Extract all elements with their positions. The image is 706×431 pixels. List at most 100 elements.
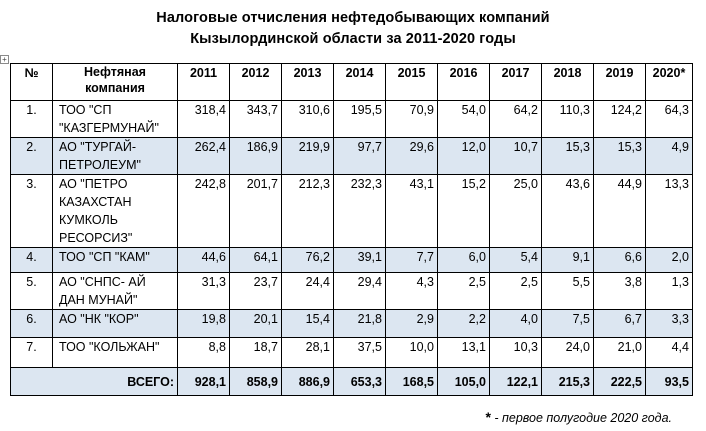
- value-cell: 39,1: [333, 247, 386, 273]
- value-cell: 2,0: [645, 247, 693, 273]
- value-cell: 13,3: [645, 174, 693, 248]
- move-handle-icon[interactable]: +: [0, 55, 9, 64]
- value-cell: 4,9: [645, 137, 693, 175]
- value-cell: 4,4: [645, 337, 693, 368]
- value-cell: 37,5: [333, 337, 386, 368]
- value-cell: 7,5: [541, 309, 594, 338]
- page-title-line-1: Налоговые отчисления нефтедобывающих ком…: [156, 10, 550, 26]
- value-cell: 6,7: [593, 309, 646, 338]
- header-year: 2018: [541, 63, 594, 101]
- header-year: 2012: [229, 63, 282, 101]
- header-year: 2014: [333, 63, 386, 101]
- value-cell: 29,4: [333, 272, 386, 310]
- value-cell: 2,9: [385, 309, 438, 338]
- value-cell: 5,5: [541, 272, 594, 310]
- value-cell: 10,0: [385, 337, 438, 368]
- value-cell: 64,3: [645, 100, 693, 138]
- value-cell: 76,2: [281, 247, 334, 273]
- total-value: 168,5: [385, 367, 438, 396]
- header-year: 2013: [281, 63, 334, 101]
- total-label: ВСЕГО:: [10, 367, 178, 396]
- value-cell: 25,0: [489, 174, 542, 248]
- value-cell: 318,4: [177, 100, 230, 138]
- footnote: * - первое полугодие 2020 года.: [485, 409, 672, 425]
- total-value: 858,9: [229, 367, 282, 396]
- header-year: 2019: [593, 63, 646, 101]
- value-cell: 212,3: [281, 174, 334, 248]
- value-cell: 6,0: [437, 247, 490, 273]
- value-cell: 29,6: [385, 137, 438, 175]
- value-cell: 44,9: [593, 174, 646, 248]
- value-cell: 3,8: [593, 272, 646, 310]
- value-cell: 64,2: [489, 100, 542, 138]
- value-cell: 3,3: [645, 309, 693, 338]
- header-year: 2016: [437, 63, 490, 101]
- value-cell: 186,9: [229, 137, 282, 175]
- value-cell: 70,9: [385, 100, 438, 138]
- value-cell: 20,1: [229, 309, 282, 338]
- value-cell: 7,7: [385, 247, 438, 273]
- table-row: 5. АО "СНПС- АЙ ДАН МУНАЙ" 31,3 23,7 24,…: [10, 272, 693, 310]
- value-cell: 2,2: [437, 309, 490, 338]
- value-cell: 13,1: [437, 337, 490, 368]
- value-cell: 2,5: [489, 272, 542, 310]
- company-name: ТОО "КОЛЬЖАН": [52, 337, 178, 368]
- value-cell: 54,0: [437, 100, 490, 138]
- value-cell: 9,1: [541, 247, 594, 273]
- value-cell: 232,3: [333, 174, 386, 248]
- value-cell: 21,0: [593, 337, 646, 368]
- header-year: 2011: [177, 63, 230, 101]
- value-cell: 43,1: [385, 174, 438, 248]
- value-cell: 242,8: [177, 174, 230, 248]
- row-index: 6.: [10, 309, 53, 338]
- table-row: 4. ТОО "СП "КАМ" 44,6 64,1 76,2 39,1 7,7…: [10, 247, 693, 273]
- value-cell: 124,2: [593, 100, 646, 138]
- header-company: Нефтяная компания: [52, 63, 178, 101]
- row-index: 1.: [10, 100, 53, 138]
- header-no: №: [10, 63, 53, 101]
- value-cell: 1,3: [645, 272, 693, 310]
- total-value: 886,9: [281, 367, 334, 396]
- value-cell: 97,7: [333, 137, 386, 175]
- company-name: АО "НК "КОР": [52, 309, 178, 338]
- company-name: АО "СНПС- АЙ ДАН МУНАЙ": [52, 272, 178, 310]
- header-year: 2015: [385, 63, 438, 101]
- total-value: 653,3: [333, 367, 386, 396]
- table-row: 7. ТОО "КОЛЬЖАН" 8,8 18,7 28,1 37,5 10,0…: [10, 337, 693, 368]
- value-cell: 343,7: [229, 100, 282, 138]
- total-value: 122,1: [489, 367, 542, 396]
- value-cell: 10,3: [489, 337, 542, 368]
- footnote-star: *: [485, 409, 491, 425]
- row-index: 7.: [10, 337, 53, 368]
- value-cell: 15,2: [437, 174, 490, 248]
- company-name: АО "ТУРГАЙ-ПЕТРОЛЕУМ": [52, 137, 178, 175]
- value-cell: 23,7: [229, 272, 282, 310]
- value-cell: 12,0: [437, 137, 490, 175]
- value-cell: 64,1: [229, 247, 282, 273]
- value-cell: 24,0: [541, 337, 594, 368]
- value-cell: 15,4: [281, 309, 334, 338]
- table-row: 2. АО "ТУРГАЙ-ПЕТРОЛЕУМ" 262,4 186,9 219…: [10, 137, 693, 175]
- value-cell: 219,9: [281, 137, 334, 175]
- value-cell: 15,3: [593, 137, 646, 175]
- value-cell: 2,5: [437, 272, 490, 310]
- value-cell: 31,3: [177, 272, 230, 310]
- value-cell: 21,8: [333, 309, 386, 338]
- total-value: 105,0: [437, 367, 490, 396]
- row-index: 3.: [10, 174, 53, 248]
- table-header-row: № Нефтяная компания 2011 2012 2013 2014 …: [10, 63, 693, 101]
- value-cell: 110,3: [541, 100, 594, 138]
- value-cell: 195,5: [333, 100, 386, 138]
- value-cell: 15,3: [541, 137, 594, 175]
- value-cell: 4,0: [489, 309, 542, 338]
- table-row: 3. АО "ПЕТРО КАЗАХСТАН КУМКОЛЬ РЕСОРСИЗ"…: [10, 174, 693, 248]
- header-year: 2020*: [645, 63, 693, 101]
- company-name: ТОО "СП "КАМ": [52, 247, 178, 273]
- value-cell: 18,7: [229, 337, 282, 368]
- page-title-line-2: Кызылординской области за 2011-2020 годы: [190, 31, 516, 47]
- total-value: 215,3: [541, 367, 594, 396]
- total-value: 928,1: [177, 367, 230, 396]
- value-cell: 5,4: [489, 247, 542, 273]
- value-cell: 262,4: [177, 137, 230, 175]
- row-index: 5.: [10, 272, 53, 310]
